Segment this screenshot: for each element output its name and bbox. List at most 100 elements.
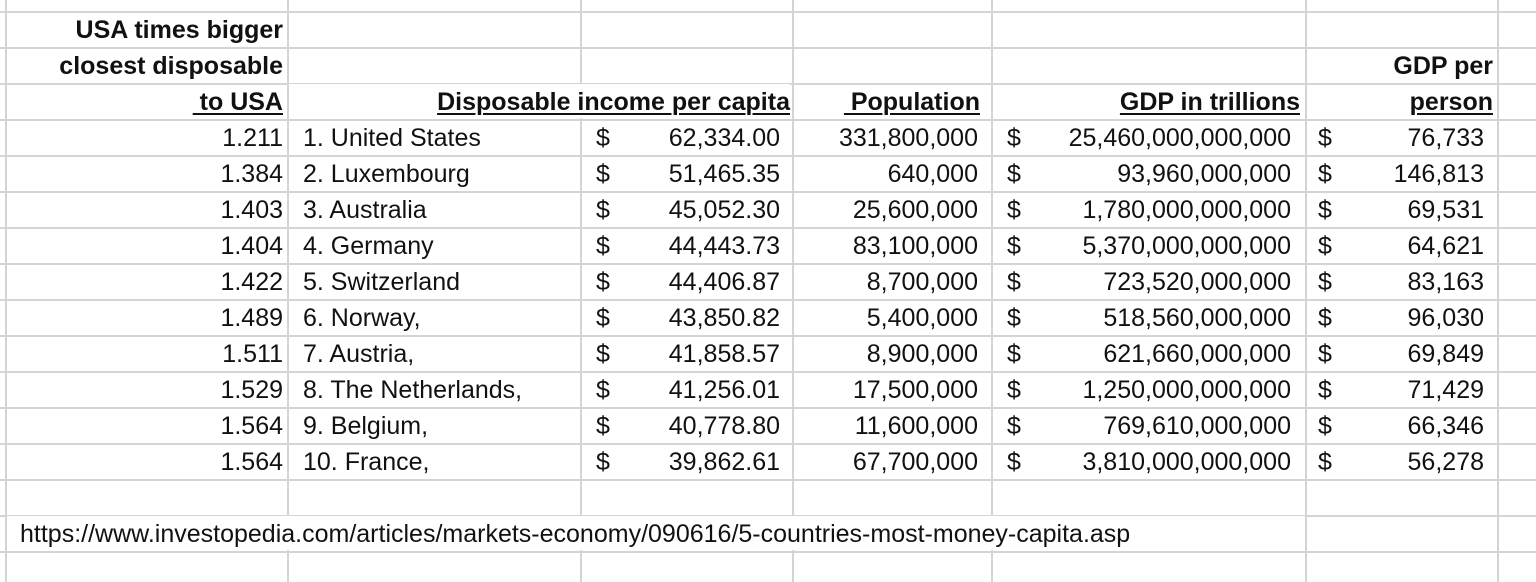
ratio-cell[interactable]: 1.211	[222, 124, 283, 152]
ratio-cell[interactable]: 1.511	[222, 340, 283, 368]
ratio-cell[interactable]: 1.489	[220, 304, 283, 332]
gdp-per-person-cell[interactable]: 96,030	[1407, 304, 1484, 332]
header-ratio-line3[interactable]: to USA	[192, 88, 283, 116]
header-ratio-line1[interactable]: USA times bigger	[75, 16, 283, 44]
ratio-cell[interactable]: 1.403	[220, 196, 283, 224]
income-currency[interactable]: $	[596, 412, 610, 440]
gdp-pp-currency[interactable]: $	[1318, 448, 1332, 476]
source-url[interactable]: https://www.investopedia.com/articles/ma…	[7, 516, 1305, 550]
country-cell[interactable]: 10. France,	[303, 448, 430, 476]
income-cell[interactable]: 45,052.30	[668, 196, 780, 224]
income-currency[interactable]: $	[596, 376, 610, 404]
population-cell[interactable]: 83,100,000	[852, 232, 978, 260]
population-cell[interactable]: 5,400,000	[866, 304, 978, 332]
gdp-per-person-cell[interactable]: 66,346	[1407, 412, 1484, 440]
gdp-per-person-cell[interactable]: 76,733	[1407, 124, 1484, 152]
income-cell[interactable]: 51,465.35	[668, 160, 780, 188]
gdp-cell[interactable]: 621,660,000,000	[1103, 340, 1291, 368]
population-cell[interactable]: 8,900,000	[866, 340, 978, 368]
gdp-cell[interactable]: 3,810,000,000,000	[1082, 448, 1291, 476]
country-cell[interactable]: 6. Norway,	[303, 304, 421, 332]
gdp-cell[interactable]: 723,520,000,000	[1103, 268, 1291, 296]
gdp-currency[interactable]: $	[1007, 304, 1021, 332]
income-cell[interactable]: 43,850.82	[668, 304, 780, 332]
income-cell[interactable]: 41,858.57	[668, 340, 780, 368]
income-currency[interactable]: $	[596, 160, 610, 188]
population-cell[interactable]: 67,700,000	[852, 448, 978, 476]
gdp-currency[interactable]: $	[1007, 232, 1021, 260]
income-currency[interactable]: $	[596, 304, 610, 332]
income-currency[interactable]: $	[596, 196, 610, 224]
country-cell[interactable]: 7. Austria,	[303, 340, 415, 368]
gdp-per-person-cell[interactable]: 83,163	[1407, 268, 1484, 296]
gdp-per-person-cell[interactable]: 69,849	[1407, 340, 1484, 368]
gdp-pp-currency[interactable]: $	[1318, 124, 1332, 152]
income-currency[interactable]: $	[596, 232, 610, 260]
country-cell[interactable]: 8. The Netherlands,	[303, 376, 523, 404]
gdp-currency[interactable]: $	[1007, 412, 1021, 440]
gdp-cell[interactable]: 769,610,000,000	[1103, 412, 1291, 440]
gdp-currency[interactable]: $	[1007, 124, 1021, 152]
population-cell[interactable]: 331,800,000	[838, 124, 978, 152]
income-cell[interactable]: 44,406.87	[668, 268, 780, 296]
population-cell[interactable]: 17,500,000	[852, 376, 978, 404]
header-ratio-line2[interactable]: closest disposable	[59, 52, 283, 80]
header-disposable-income[interactable]: Disposable income per capita	[437, 88, 790, 116]
gdp-pp-currency[interactable]: $	[1318, 412, 1332, 440]
country-cell[interactable]: 9. Belgium,	[303, 412, 429, 440]
gdp-cell[interactable]: 1,780,000,000,000	[1082, 196, 1291, 224]
income-cell[interactable]: 40,778.80	[668, 412, 780, 440]
gdp-pp-currency[interactable]: $	[1318, 340, 1332, 368]
country-cell[interactable]: 2. Luxembourg	[303, 160, 470, 188]
income-currency[interactable]: $	[596, 124, 610, 152]
header-gdp[interactable]: GDP in trillions	[1119, 88, 1300, 116]
gdp-per-person-cell[interactable]: 56,278	[1407, 448, 1484, 476]
country-cell[interactable]: 1. United States	[303, 124, 481, 152]
gdp-pp-currency[interactable]: $	[1318, 376, 1332, 404]
country-cell[interactable]: 3. Australia	[303, 196, 427, 224]
gdp-cell[interactable]: 93,960,000,000	[1117, 160, 1291, 188]
population-cell[interactable]: 8,700,000	[866, 268, 978, 296]
ratio-cell[interactable]: 1.422	[220, 268, 283, 296]
population-cell[interactable]: 25,600,000	[852, 196, 978, 224]
income-currency[interactable]: $	[596, 340, 610, 368]
gdp-per-person-cell[interactable]: 146,813	[1393, 160, 1484, 188]
gdp-pp-currency[interactable]: $	[1318, 232, 1332, 260]
ratio-cell[interactable]: 1.529	[220, 376, 283, 404]
income-cell[interactable]: 41,256.01	[668, 376, 780, 404]
population-cell[interactable]: 11,600,000	[854, 412, 978, 440]
gdp-pp-currency[interactable]: $	[1318, 268, 1332, 296]
gdp-currency[interactable]: $	[1007, 268, 1021, 296]
gdp-currency[interactable]: $	[1007, 196, 1021, 224]
income-currency[interactable]: $	[596, 268, 610, 296]
gdp-cell[interactable]: 25,460,000,000,000	[1068, 124, 1291, 152]
gdp-pp-currency[interactable]: $	[1318, 304, 1332, 332]
population-cell[interactable]: 640,000	[887, 160, 978, 188]
gdp-cell[interactable]: 5,370,000,000,000	[1082, 232, 1291, 260]
gdp-pp-currency[interactable]: $	[1318, 196, 1332, 224]
ratio-cell[interactable]: 1.404	[220, 232, 283, 260]
header-population[interactable]: Population	[843, 88, 980, 116]
country-cell[interactable]: 4. Germany	[303, 232, 434, 260]
income-cell[interactable]: 39,862.61	[668, 448, 780, 476]
gdp-cell[interactable]: 1,250,000,000,000	[1082, 376, 1291, 404]
ratio-cell[interactable]: 1.384	[220, 160, 283, 188]
country-cell[interactable]: 5. Switzerland	[303, 268, 461, 296]
ratio-cell[interactable]: 1.564	[220, 448, 283, 476]
gdp-currency[interactable]: $	[1007, 160, 1021, 188]
income-currency[interactable]: $	[596, 448, 610, 476]
income-cell[interactable]: 62,334.00	[668, 124, 780, 152]
gdp-cell[interactable]: 518,560,000,000	[1103, 304, 1291, 332]
gdp-per-person-cell[interactable]: 69,531	[1407, 196, 1484, 224]
header-gdp-per-person-line1[interactable]: GDP per	[1393, 52, 1493, 80]
gdp-per-person-cell[interactable]: 64,621	[1407, 232, 1484, 260]
gdp-currency[interactable]: $	[1007, 376, 1021, 404]
ratio-cell[interactable]: 1.564	[220, 412, 283, 440]
gdp-pp-currency[interactable]: $	[1318, 160, 1332, 188]
income-cell[interactable]: 44,443.73	[668, 232, 780, 260]
gdp-per-person-cell[interactable]: 71,429	[1407, 376, 1484, 404]
gdp-currency[interactable]: $	[1007, 340, 1021, 368]
header-gdp-per-person-line2[interactable]: person	[1409, 88, 1493, 116]
gdp-currency[interactable]: $	[1007, 448, 1021, 476]
